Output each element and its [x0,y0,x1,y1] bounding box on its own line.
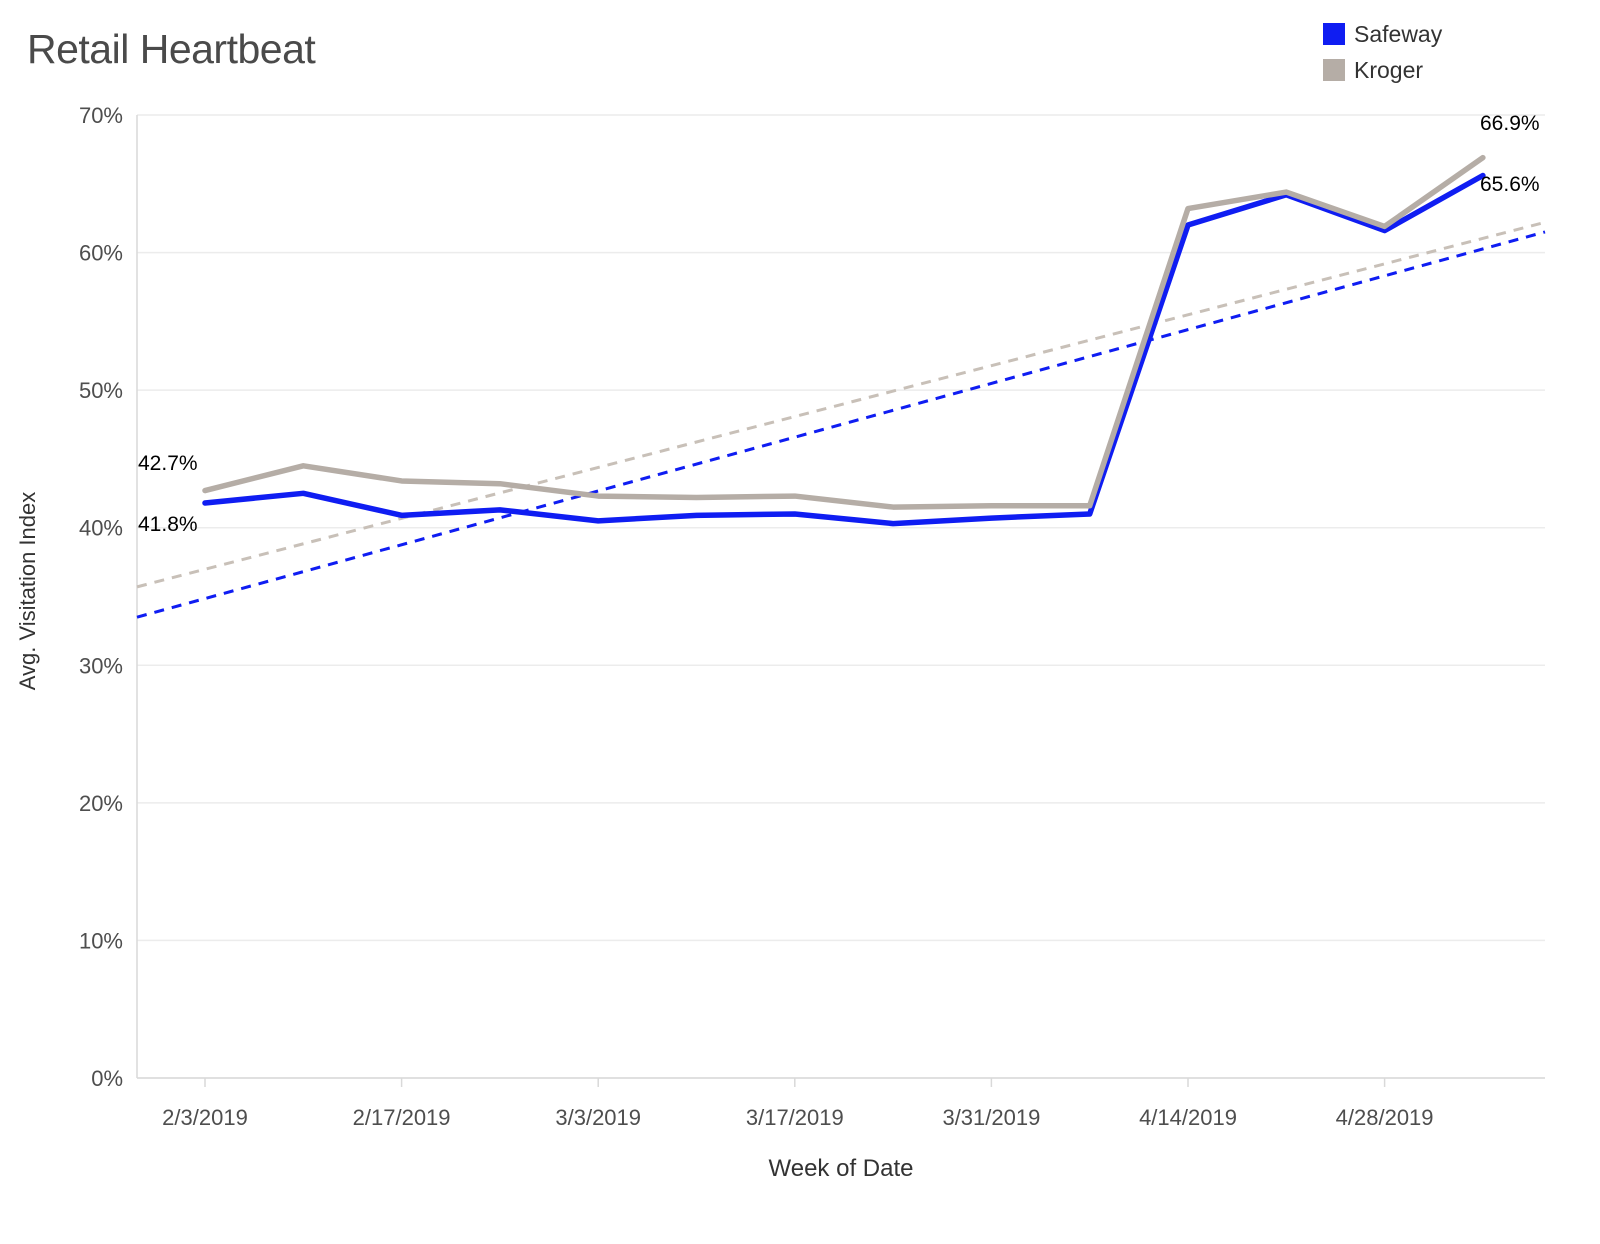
x-tick-label: 4/14/2019 [1139,1105,1237,1130]
legend: Safeway Kroger [1323,16,1442,88]
x-tick-label: 3/31/2019 [942,1105,1040,1130]
x-tick-label: 3/3/2019 [555,1105,641,1130]
series-line-kroger[interactable] [202,154,1486,510]
data-label-safeway-end: 65.6% [1480,173,1540,196]
y-tick-label: 10% [79,928,123,953]
trend-line-safeway-trend [136,230,1546,619]
series-line-safeway[interactable] [202,172,1486,527]
y-tick-label: 50% [79,378,123,403]
y-tick-label: 70% [79,103,123,128]
data-label-kroger-end: 66.9% [1480,112,1540,135]
page-title: Retail Heartbeat [27,26,316,72]
x-tick-label: 2/17/2019 [353,1105,451,1130]
data-label-safeway-start: 41.8% [138,513,198,536]
x-axis-title: Week of Date [768,1155,914,1182]
y-tick-label: 0% [91,1066,123,1091]
legend-item-kroger[interactable]: Kroger [1323,52,1442,88]
trend-line-kroger-trend [136,220,1546,589]
safeway-swatch-icon [1323,23,1345,45]
y-tick-label: 40% [79,516,123,541]
x-tick-label: 3/17/2019 [746,1105,844,1130]
kroger-swatch-icon [1323,59,1345,81]
y-axis-title: Avg. Visitation Index [15,491,40,691]
y-tick-label: 60% [79,241,123,266]
legend-label: Safeway [1354,20,1443,47]
y-tick-label: 30% [79,653,123,678]
data-label-kroger-start: 42.7% [138,452,198,475]
x-tick-label: 4/28/2019 [1336,1105,1434,1130]
legend-label: Kroger [1354,56,1424,83]
y-tick-label: 20% [79,791,123,816]
x-tick-label: 2/3/2019 [162,1105,248,1130]
legend-item-safeway[interactable]: Safeway [1323,16,1442,52]
